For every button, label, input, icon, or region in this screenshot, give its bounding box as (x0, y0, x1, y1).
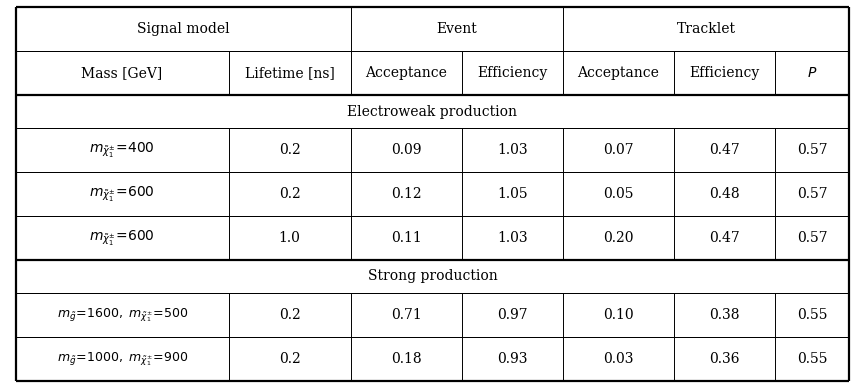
Text: 0.03: 0.03 (603, 352, 633, 366)
Text: $m_{\tilde{\chi}_1^{\pm}}\!=\!600$: $m_{\tilde{\chi}_1^{\pm}}\!=\!600$ (89, 229, 155, 248)
Text: Strong production: Strong production (368, 270, 497, 284)
Text: Efficiency: Efficiency (689, 66, 759, 80)
Text: 0.57: 0.57 (797, 231, 828, 245)
Text: 0.57: 0.57 (797, 143, 828, 157)
Text: Electroweak production: Electroweak production (348, 104, 517, 118)
Text: 0.18: 0.18 (391, 352, 421, 366)
Text: 0.05: 0.05 (603, 187, 633, 201)
Text: 0.93: 0.93 (497, 352, 528, 366)
Text: 0.2: 0.2 (279, 352, 301, 366)
Text: 1.0: 1.0 (279, 231, 301, 245)
Text: Lifetime [ns]: Lifetime [ns] (245, 66, 335, 80)
Text: 0.12: 0.12 (391, 187, 421, 201)
Text: 0.09: 0.09 (391, 143, 421, 157)
Text: 0.55: 0.55 (797, 308, 828, 322)
Text: $m_{\tilde{\chi}_1^{\pm}}\!=\!400$: $m_{\tilde{\chi}_1^{\pm}}\!=\!400$ (89, 140, 155, 159)
Text: $m_{\tilde{g}}\!=\!1600,\ m_{\tilde{\chi}_1^{\pm}}\!=\!500$: $m_{\tilde{g}}\!=\!1600,\ m_{\tilde{\chi… (56, 306, 188, 324)
Text: 1.03: 1.03 (497, 143, 528, 157)
Text: 1.03: 1.03 (497, 231, 528, 245)
Text: Efficiency: Efficiency (477, 66, 548, 80)
Text: 0.57: 0.57 (797, 187, 828, 201)
Text: Tracklet: Tracklet (676, 22, 736, 36)
Text: 0.71: 0.71 (391, 308, 421, 322)
Text: 0.2: 0.2 (279, 308, 301, 322)
Text: Signal model: Signal model (137, 22, 229, 36)
Text: 0.10: 0.10 (603, 308, 634, 322)
Text: 0.55: 0.55 (797, 352, 828, 366)
Text: 0.97: 0.97 (497, 308, 528, 322)
Text: Mass [GeV]: Mass [GeV] (81, 66, 163, 80)
Text: $m_{\tilde{g}}\!=\!1000,\ m_{\tilde{\chi}_1^{\pm}}\!=\!900$: $m_{\tilde{g}}\!=\!1000,\ m_{\tilde{\chi… (56, 350, 188, 368)
Text: 0.11: 0.11 (391, 231, 421, 245)
Text: 0.47: 0.47 (709, 231, 740, 245)
Text: 0.38: 0.38 (709, 308, 740, 322)
Text: Acceptance: Acceptance (577, 66, 659, 80)
Text: Acceptance: Acceptance (365, 66, 447, 80)
Text: 0.07: 0.07 (603, 143, 634, 157)
Text: 0.20: 0.20 (603, 231, 633, 245)
Text: $P$: $P$ (807, 66, 817, 80)
Text: 0.36: 0.36 (709, 352, 740, 366)
Text: Event: Event (437, 22, 477, 36)
Text: 0.2: 0.2 (279, 143, 301, 157)
Text: 0.2: 0.2 (279, 187, 301, 201)
Text: 0.48: 0.48 (709, 187, 740, 201)
Text: 0.47: 0.47 (709, 143, 740, 157)
Text: $m_{\tilde{\chi}_1^{\pm}}\!=\!600$: $m_{\tilde{\chi}_1^{\pm}}\!=\!600$ (89, 184, 155, 204)
Text: 1.05: 1.05 (497, 187, 528, 201)
